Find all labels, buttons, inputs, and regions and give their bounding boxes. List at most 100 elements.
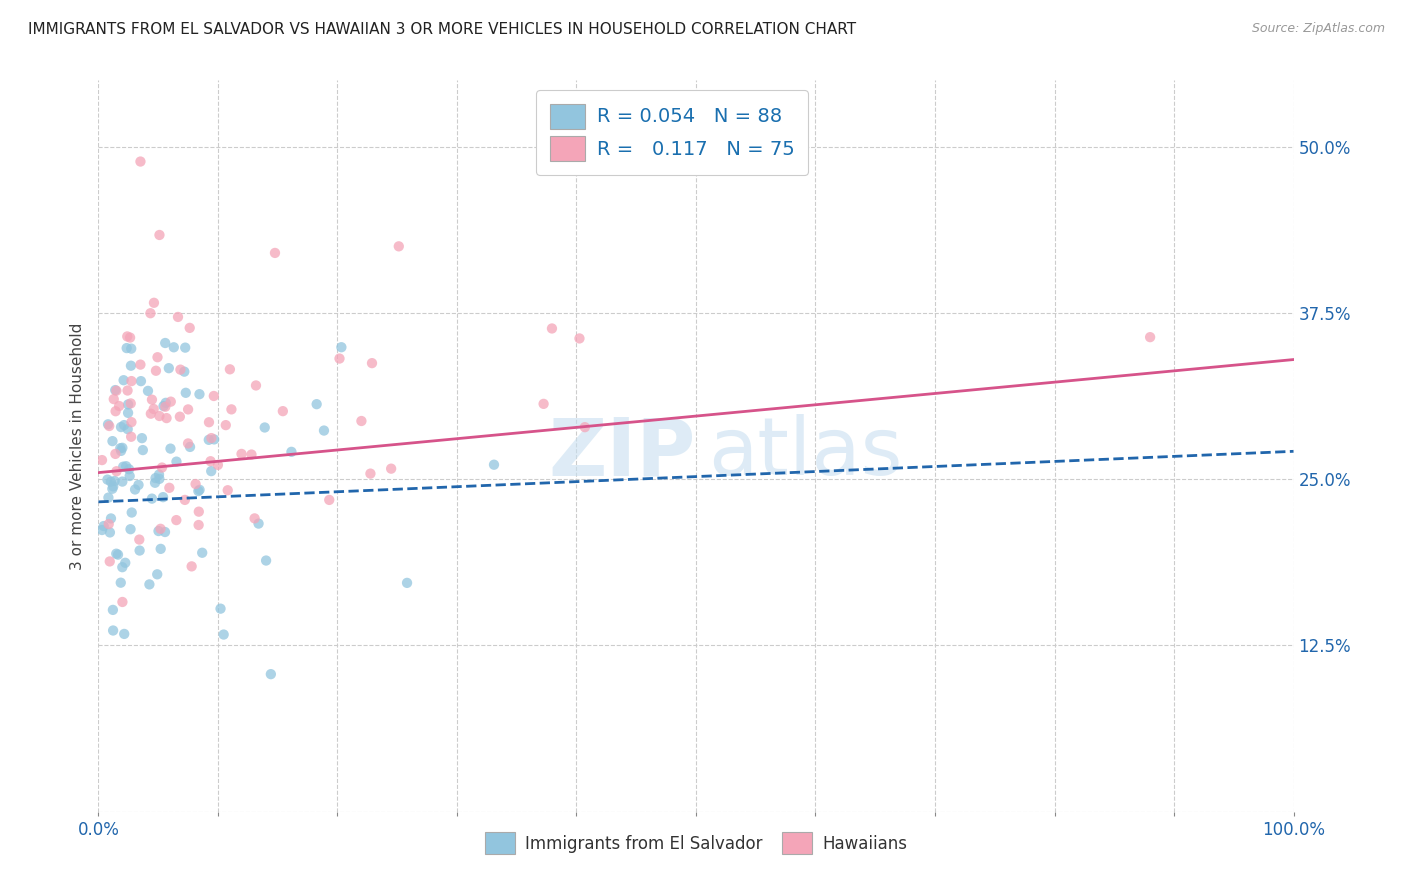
- Point: [143, 475, 166, 490]
- Point: [350, 414, 373, 428]
- Point: [112, 459, 135, 474]
- Point: [231, 447, 253, 461]
- Point: [120, 415, 142, 429]
- Point: [155, 396, 177, 410]
- Point: [264, 246, 287, 260]
- Point: [141, 392, 163, 407]
- Point: [103, 479, 125, 493]
- Point: [97, 517, 120, 532]
- Point: [260, 667, 283, 681]
- Text: Source: ZipAtlas.com: Source: ZipAtlas.com: [1251, 22, 1385, 36]
- Point: [271, 404, 294, 418]
- Point: [245, 378, 267, 392]
- Legend: Immigrants from El Salvador, Hawaiians: Immigrants from El Salvador, Hawaiians: [472, 821, 920, 865]
- Point: [111, 560, 134, 574]
- Point: [132, 443, 155, 458]
- Point: [96, 473, 118, 487]
- Point: [98, 554, 121, 568]
- Point: [318, 492, 340, 507]
- Point: [305, 397, 328, 411]
- Point: [187, 505, 209, 519]
- Point: [107, 548, 129, 562]
- Point: [191, 546, 214, 560]
- Point: [110, 575, 132, 590]
- Point: [187, 484, 209, 499]
- Point: [188, 483, 211, 497]
- Point: [240, 448, 263, 462]
- Point: [167, 310, 190, 324]
- Point: [152, 399, 174, 413]
- Y-axis label: 3 or more Vehicles in Household: 3 or more Vehicles in Household: [70, 322, 86, 570]
- Point: [120, 522, 142, 536]
- Point: [105, 384, 128, 398]
- Point: [148, 467, 170, 482]
- Point: [101, 434, 124, 449]
- Point: [157, 361, 180, 376]
- Point: [330, 340, 353, 354]
- Point: [243, 511, 266, 525]
- Point: [129, 154, 152, 169]
- Point: [146, 567, 169, 582]
- Point: [131, 431, 153, 445]
- Point: [145, 471, 167, 485]
- Point: [108, 399, 131, 413]
- Point: [110, 441, 132, 455]
- Point: [150, 460, 173, 475]
- Point: [361, 356, 384, 370]
- Point: [97, 491, 120, 505]
- Point: [143, 295, 166, 310]
- Point: [155, 336, 177, 351]
- Point: [93, 519, 115, 533]
- Point: [202, 389, 225, 403]
- Point: [110, 443, 132, 458]
- Point: [115, 459, 138, 474]
- Point: [247, 516, 270, 531]
- Point: [153, 524, 176, 539]
- Point: [177, 402, 200, 417]
- Point: [139, 306, 162, 320]
- Point: [219, 362, 242, 376]
- Point: [202, 433, 225, 447]
- Point: [159, 394, 181, 409]
- Point: [149, 522, 172, 536]
- Point: [163, 340, 186, 354]
- Point: [169, 362, 191, 376]
- Point: [253, 420, 276, 434]
- Point: [98, 525, 121, 540]
- Point: [118, 462, 141, 476]
- Point: [138, 577, 160, 591]
- Text: ZIP: ZIP: [548, 414, 696, 492]
- Point: [215, 418, 238, 433]
- Point: [180, 559, 202, 574]
- Point: [148, 409, 170, 423]
- Point: [179, 321, 201, 335]
- Point: [111, 475, 134, 489]
- Point: [120, 430, 142, 444]
- Point: [200, 431, 222, 445]
- Point: [533, 397, 555, 411]
- Point: [145, 364, 167, 378]
- Point: [112, 418, 135, 433]
- Point: [101, 482, 124, 496]
- Point: [111, 441, 134, 455]
- Point: [141, 491, 163, 506]
- Point: [136, 384, 159, 398]
- Point: [97, 417, 120, 432]
- Text: atlas: atlas: [709, 414, 903, 492]
- Point: [155, 411, 177, 425]
- Point: [200, 454, 222, 468]
- Point: [380, 461, 402, 475]
- Point: [166, 455, 188, 469]
- Point: [104, 447, 127, 461]
- Point: [396, 575, 419, 590]
- Point: [574, 420, 596, 434]
- Point: [142, 401, 165, 416]
- Point: [104, 404, 127, 418]
- Point: [148, 472, 170, 486]
- Point: [117, 422, 139, 436]
- Point: [112, 627, 135, 641]
- Point: [179, 440, 201, 454]
- Point: [173, 365, 195, 379]
- Point: [169, 409, 191, 424]
- Point: [129, 374, 152, 388]
